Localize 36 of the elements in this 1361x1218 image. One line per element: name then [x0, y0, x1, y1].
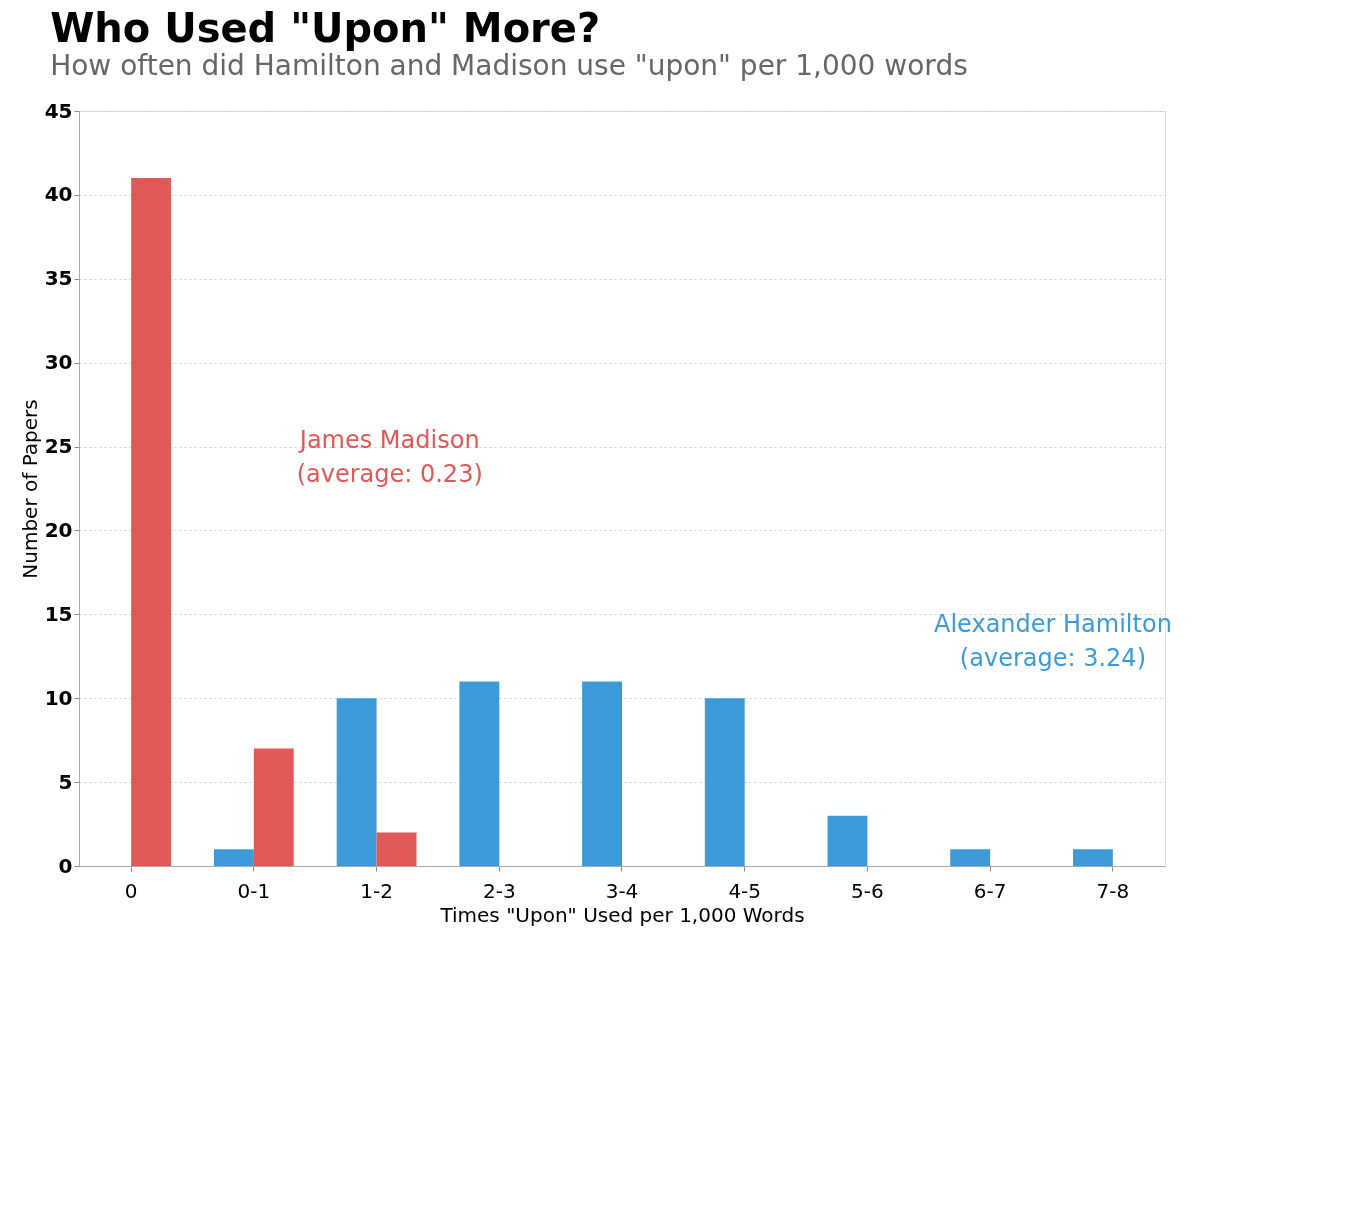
x-tick-label: 5-6 [851, 878, 884, 903]
bar [704, 698, 745, 866]
y-axis-title: Number of Papers [17, 399, 42, 579]
x-tick-label: 0 [124, 878, 138, 903]
x-tick-label: 6-7 [973, 878, 1007, 903]
y-tick-label: 10 [44, 685, 73, 710]
annotation: (average: 3.24) [959, 643, 1146, 672]
y-tick-label: 40 [44, 182, 73, 207]
bar [1072, 849, 1113, 866]
x-tick-label: 0-1 [237, 878, 271, 903]
y-tick-label: 20 [44, 517, 73, 542]
bar [376, 832, 417, 866]
x-tick-label: 2-3 [482, 878, 516, 903]
x-axis-title: Times "Upon" Used per 1,000 Words [439, 902, 805, 927]
y-tick-label: 25 [44, 434, 73, 459]
x-tick-label: 1-2 [360, 878, 393, 903]
bar [336, 698, 377, 866]
x-tick-label: 3-4 [605, 878, 639, 903]
y-tick-label: 15 [44, 601, 73, 626]
text: Alexander Hamilton [934, 609, 1172, 638]
y-tick-label: 5 [58, 769, 73, 794]
annotation: (average: 0.23) [296, 460, 483, 489]
y-tick-label: 45 [44, 98, 73, 123]
bar [582, 681, 622, 866]
x-tick-label: 7-8 [1096, 878, 1130, 903]
y-tick-label: 0 [58, 853, 73, 878]
y-tick-label: 35 [44, 266, 73, 291]
text: James Madison [297, 426, 480, 455]
y-tick-label: 30 [44, 350, 73, 375]
bar [213, 849, 254, 866]
x-tick-label: 4-5 [728, 878, 762, 903]
bar [950, 849, 991, 866]
bar [131, 178, 172, 866]
bar [459, 681, 500, 866]
bar [253, 748, 294, 866]
bar [827, 815, 868, 866]
